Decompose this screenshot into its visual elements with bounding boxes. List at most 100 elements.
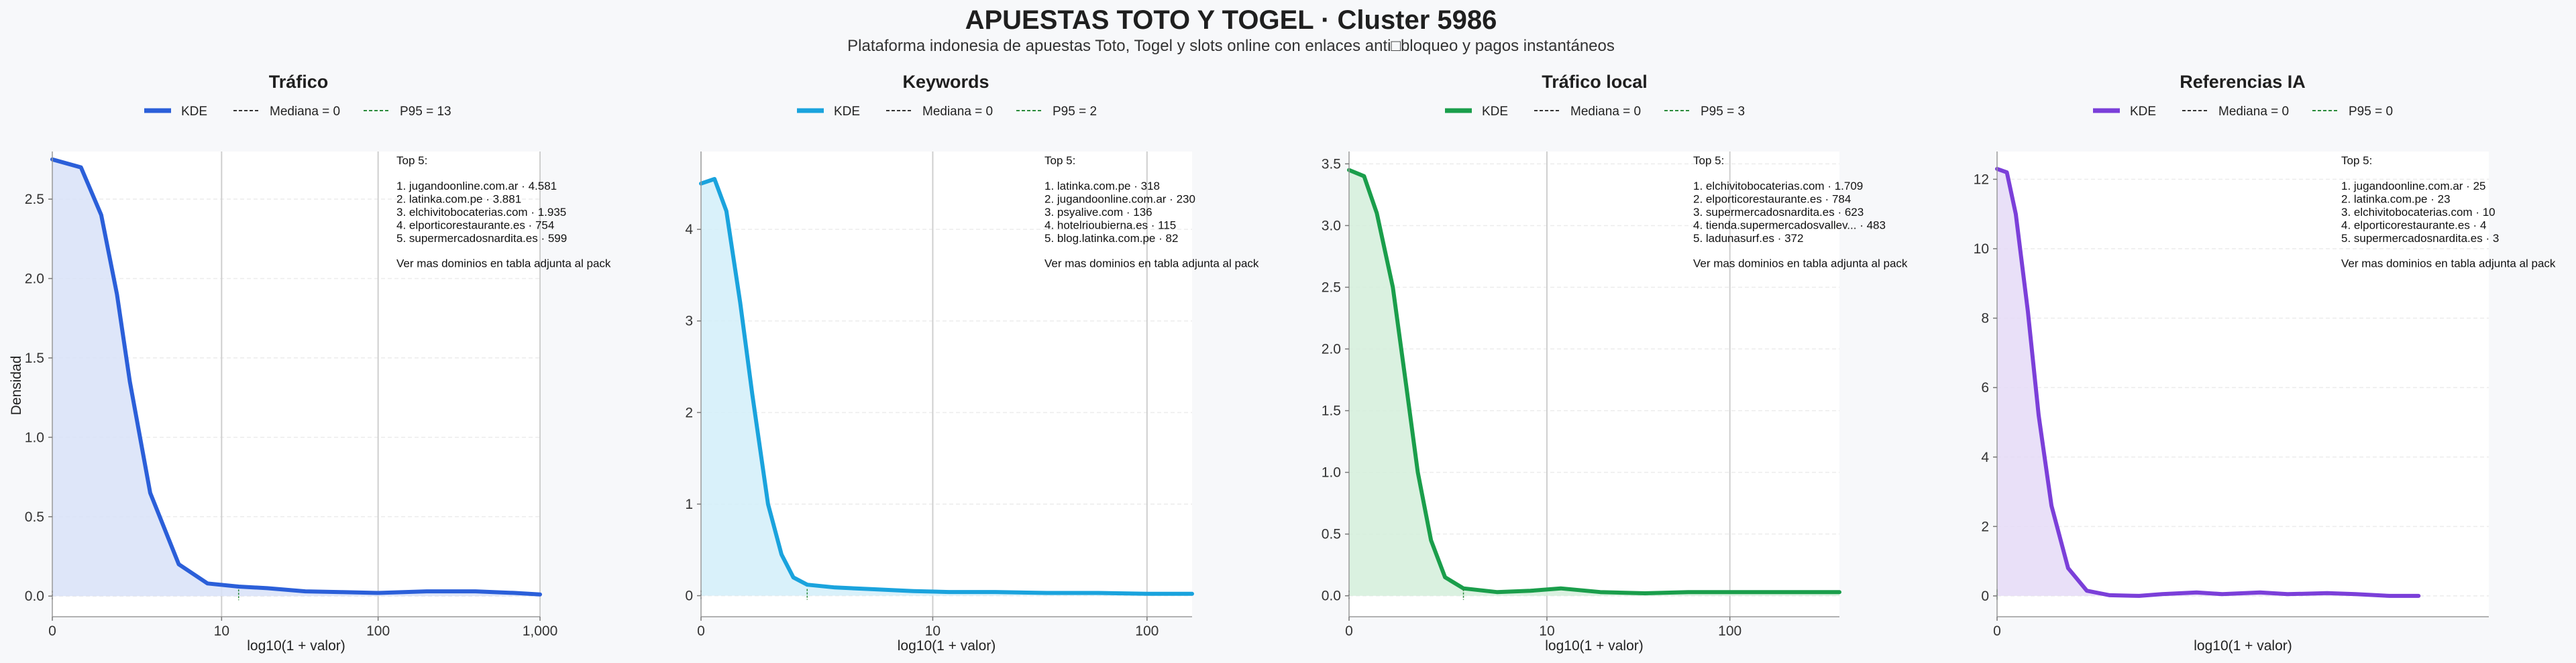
annotation-header: Top 5: [1044,154,1075,167]
annotation-item: 2. latinka.com.pe · 3.881 [396,193,521,206]
y-tick-label: 2.0 [1322,342,1341,357]
figure-subtitle: Plataforma indonesia de apuestas Toto, T… [847,37,1615,55]
y-tick-label: 1.0 [25,430,44,445]
panel-title: Referencias IA [2180,72,2306,92]
x-axis-label: log10(1 + valor) [898,638,996,654]
chart-panel: 0.0 0.5 1.0 1.5 2.0 2.5 0 10 100 1,000 log10(1 + v… [9,72,611,654]
legend-kde-label: KDE [1482,105,1508,119]
legend-kde-label: KDE [834,105,860,119]
y-tick-label: 3.5 [1322,156,1341,172]
x-tick-label: 0 [697,623,705,639]
annotation-item: 3. supermercadosnardita.es · 623 [1693,206,1864,219]
x-tick-label: 0 [48,623,56,639]
annotation-item: 4. hotelrioubierna.es · 115 [1044,219,1176,232]
annotation-item: 1. jugandoonline.com.ar · 4.581 [396,180,557,192]
y-tick-label: 12 [1974,172,1989,187]
y-tick-label: 0 [685,589,693,604]
legend-p95-label: P95 = 13 [400,105,451,119]
annotation-item: 2. jugandoonline.com.ar · 230 [1044,193,1195,206]
legend-p95-label: P95 = 3 [1701,105,1745,119]
y-tick-label: 1.5 [25,351,44,366]
chart-panel: 0.0 0.5 1.0 1.5 2.0 2.5 3.0 3.5 0 10 100 log10(1 + … [1322,72,1908,654]
annotation-item: 3. elchivitobocaterias.com · 10 [2341,206,2496,219]
x-tick-label: 10 [925,623,941,639]
y-tick-label: 0.0 [1322,589,1341,604]
x-axis-label: log10(1 + valor) [2194,638,2292,654]
legend-median-label: Mediana = 0 [922,105,993,119]
annotation-item: 4. tienda.supermercadosvallev... · 483 [1693,219,1886,232]
annotation-item: 3. elchivitobocaterias.com · 1.935 [396,206,566,219]
legend-p95-label: P95 = 0 [2349,105,2393,119]
annotation-item: 5. ladunasurf.es · 372 [1693,232,1803,245]
annotation-item: 5. blog.latinka.com.pe · 82 [1044,232,1178,245]
legend-median-label: Mediana = 0 [2218,105,2289,119]
annotation-item: 1. jugandoonline.com.ar · 25 [2341,180,2485,192]
annotation-item: 1. elchivitobocaterias.com · 1.709 [1693,180,1863,192]
legend-kde-label: KDE [2130,105,2156,119]
y-tick-label: 6 [1981,380,1989,396]
y-tick-label: 4 [1981,450,1989,465]
panel-title: Tráfico local [1542,72,1648,92]
annotation-item: 4. elporticorestaurante.es · 754 [396,219,554,232]
chart-panel: 0 1 2 3 4 0 10 100 log10(1 + valor) Keywords KDE Me… [685,72,1259,654]
kde-area [1349,170,1839,596]
y-tick-label: 0.0 [25,589,44,604]
y-tick-label: 2.5 [25,192,44,207]
annotation-item: 5. supermercadosnardita.es · 3 [2341,232,2499,245]
annotation-item: 2. elporticorestaurante.es · 784 [1693,193,1851,206]
annotation-header: Top 5: [396,154,427,167]
x-tick-label: 1,000 [523,623,558,639]
y-tick-label: 2.0 [25,271,44,286]
annotation-item: 1. latinka.com.pe · 318 [1044,180,1160,192]
legend-p95-label: P95 = 2 [1053,105,1097,119]
annotation-item: 2. latinka.com.pe · 23 [2341,193,2451,206]
x-axis-label: log10(1 + valor) [247,638,345,654]
kde-area [701,179,1192,596]
y-tick-label: 0 [1981,589,1989,604]
y-tick-label: 1.5 [1322,404,1341,419]
x-tick-label: 10 [1539,623,1554,639]
y-tick-label: 0.5 [1322,527,1341,542]
kde-line [50,157,542,597]
y-tick-label: 4 [685,222,693,237]
y-tick-label: 1.0 [1322,465,1341,481]
annotation-footer: Ver mas dominios en tabla adjunta al pac… [1044,257,1259,270]
y-tick-label: 2 [685,405,693,420]
plot-area [1997,152,2489,617]
annotation-header: Top 5: [2341,154,2372,167]
annotation-footer: Ver mas dominios en tabla adjunta al pac… [396,257,611,270]
y-tick-label: 3.0 [1322,218,1341,233]
annotation-item: 3. psyalive.com · 136 [1044,206,1152,219]
x-tick-label: 100 [1135,623,1159,639]
legend-kde-label: KDE [181,105,207,119]
kde-line [699,177,1194,596]
y-axis-label: Densidad [9,356,24,416]
y-tick-label: 0.5 [25,509,44,525]
kde-area [1997,168,2419,596]
y-tick-label: 2.5 [1322,280,1341,295]
y-tick-label: 1 [685,497,693,512]
kde-line [1347,168,1841,595]
x-tick-label: 100 [366,623,390,639]
kde-line [1995,166,2421,598]
annotation-footer: Ver mas dominios en tabla adjunta al pac… [1693,257,1908,270]
y-tick-label: 10 [1974,241,1989,257]
y-tick-label: 3 [685,314,693,329]
y-tick-label: 2 [1981,519,1989,534]
y-tick-label: 8 [1981,311,1989,326]
x-tick-label: 100 [1718,623,1741,639]
annotation-header: Top 5: [1693,154,1724,167]
chart-panel: 0 2 4 6 8 10 12 0 log10(1 + valor) Referencias IA… [1974,72,2556,654]
annotation-item: 5. supermercadosnardita.es · 599 [396,232,567,245]
x-tick-label: 0 [1345,623,1353,639]
x-axis-label: log10(1 + valor) [1545,638,1644,654]
x-tick-label: 10 [214,623,229,639]
annotation-item: 4. elporticorestaurante.es · 4 [2341,219,2486,232]
panel-title: Tráfico [269,72,329,92]
legend-median-label: Mediana = 0 [270,105,340,119]
legend-median-label: Mediana = 0 [1570,105,1641,119]
figure-title: APUESTAS TOTO Y TOGEL · Cluster 5986 [965,5,1497,35]
panel-title: Keywords [902,72,989,92]
